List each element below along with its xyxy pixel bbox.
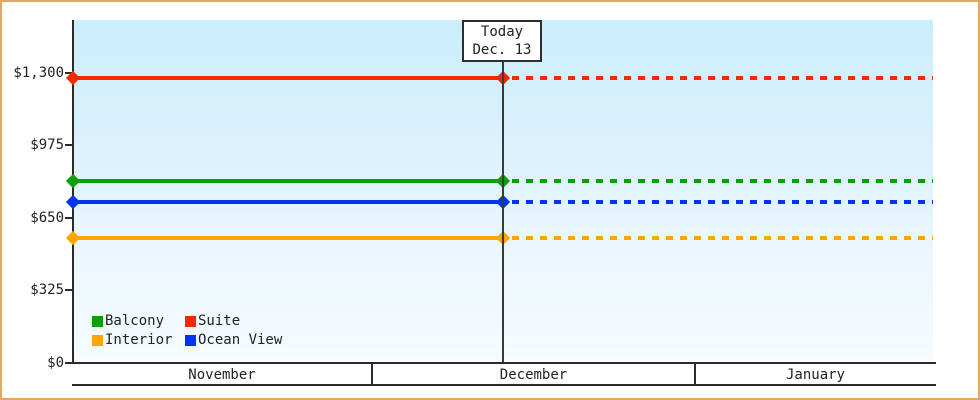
legend-label: Ocean View — [198, 332, 283, 348]
series-line-suite-solid — [74, 76, 503, 81]
legend-swatch — [185, 315, 196, 327]
month-label-november: November — [188, 367, 256, 383]
legend-item-balcony: Balcony — [92, 314, 185, 328]
legend-label: Balcony — [105, 313, 165, 329]
y-tick-label: $325 — [30, 282, 64, 298]
y-tick-label: $1,300 — [13, 64, 64, 81]
y-tick — [65, 71, 72, 74]
month-label-january: January — [785, 367, 845, 383]
x-axis-band-bottom-line — [72, 384, 936, 386]
y-tick-label: $0 — [47, 354, 64, 371]
legend-swatch — [185, 334, 196, 346]
series-line-ocean-view-dashed — [512, 199, 933, 204]
today-box-date: Dec. 13 — [472, 42, 532, 58]
month-divider — [694, 364, 696, 384]
series-line-suite-dashed — [512, 76, 933, 81]
y-tick — [65, 289, 72, 291]
series-line-balcony-solid — [74, 178, 503, 183]
legend-swatch — [92, 315, 103, 327]
series-line-interior-dashed — [512, 235, 933, 240]
today-box-title: Today — [480, 24, 524, 40]
legend-item-ocean-view: Ocean View — [185, 333, 282, 347]
y-tick — [65, 144, 72, 146]
series-line-interior-solid — [74, 235, 503, 240]
y-axis-line — [72, 20, 74, 364]
y-tick-label: $975 — [30, 137, 64, 153]
legend: Balcony Suite Interior Ocean View — [92, 314, 282, 347]
month-label-december: December — [499, 367, 568, 383]
today-box: Today Dec. 13 — [462, 20, 542, 62]
legend-label: Suite — [198, 313, 241, 329]
series-line-balcony-dashed — [512, 178, 933, 183]
y-tick — [65, 361, 72, 364]
y-tick — [65, 216, 72, 219]
today-line — [502, 59, 504, 363]
y-tick-label: $650 — [30, 209, 64, 226]
x-axis-band-top-line — [72, 362, 936, 364]
legend-swatch — [92, 334, 103, 346]
legend-label: Interior — [105, 332, 173, 348]
legend-item-suite: Suite — [185, 314, 282, 328]
month-divider — [371, 364, 373, 384]
series-line-ocean-view-solid — [74, 199, 503, 204]
legend-item-interior: Interior — [92, 333, 185, 347]
